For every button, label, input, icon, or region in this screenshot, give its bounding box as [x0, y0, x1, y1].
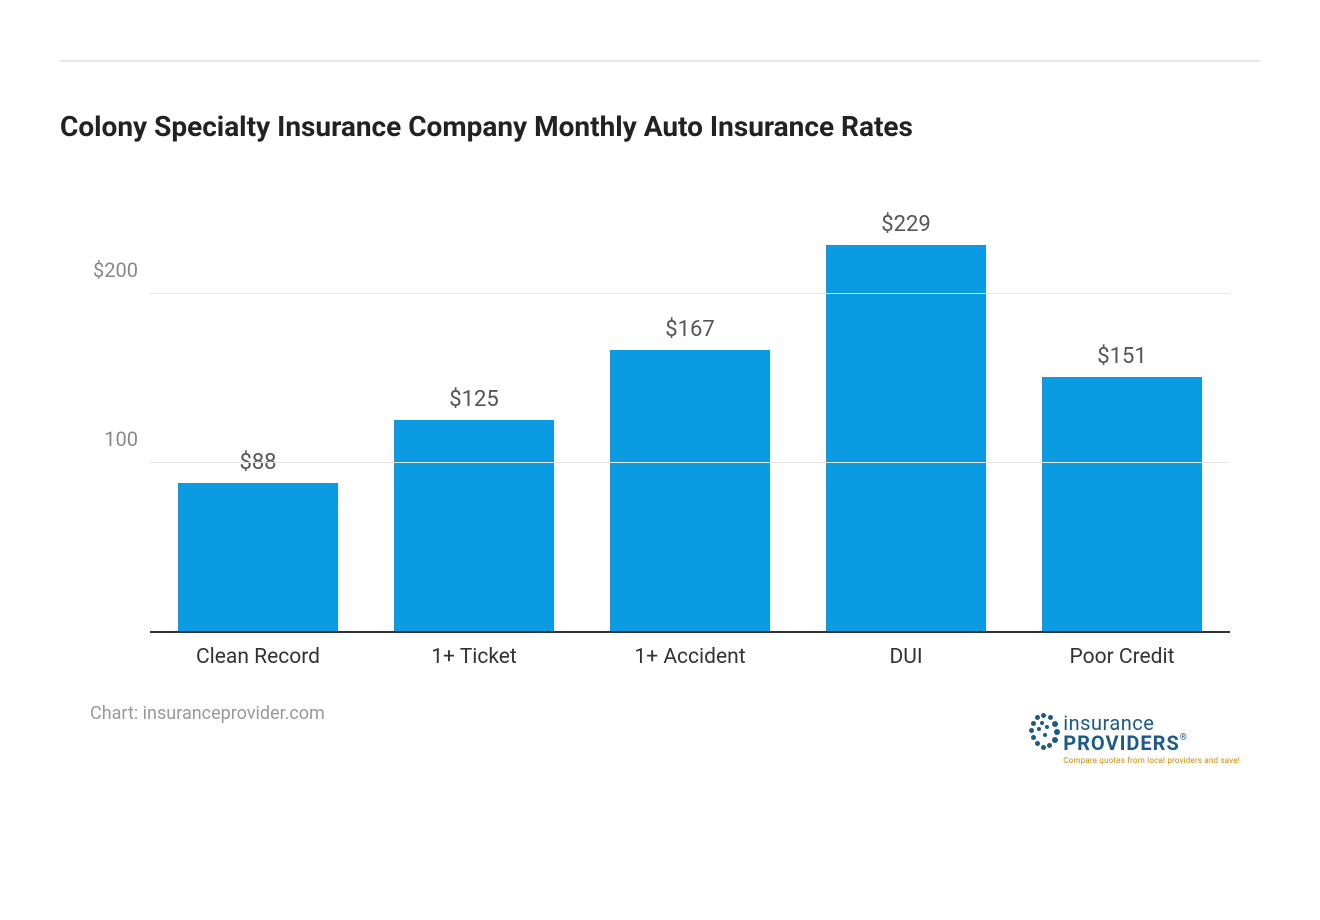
bar-wrap: $125	[366, 193, 582, 631]
x-axis-label: 1+ Ticket	[366, 633, 582, 669]
logo-dots-icon	[1023, 713, 1061, 755]
brand-logo: insurance PROVIDERS® Compare quotes from…	[1023, 713, 1240, 765]
bar-value-label: $167	[665, 317, 714, 342]
bar	[394, 420, 554, 631]
logo-tagline: Compare quotes from local providers and …	[1063, 756, 1240, 765]
chart-attribution: Chart: insuranceprovider.com	[90, 703, 325, 724]
bar-wrap: $229	[798, 193, 1014, 631]
logo-registered: ®	[1180, 733, 1187, 743]
gridline	[150, 462, 1230, 463]
logo-line1: insurance	[1063, 713, 1240, 733]
logo-line2: PROVIDERS	[1063, 731, 1180, 755]
bar	[610, 350, 770, 631]
y-tick-label: 100	[104, 427, 138, 451]
x-axis-label: DUI	[798, 633, 1014, 669]
bar-wrap: $151	[1014, 193, 1230, 631]
bar	[1042, 377, 1202, 631]
x-axis-label: 1+ Accident	[582, 633, 798, 669]
bar-value-label: $229	[881, 212, 930, 237]
top-divider	[60, 60, 1260, 62]
x-axis-label: Clean Record	[150, 633, 366, 669]
bar-wrap: $167	[582, 193, 798, 631]
chart-area: $88 $125 $167 $229 $151 100 $200 Clean Record…	[90, 193, 1230, 673]
bar	[178, 483, 338, 631]
x-axis-label: Poor Credit	[1014, 633, 1230, 669]
chart-title: Colony Specialty Insurance Company Month…	[60, 110, 1260, 143]
bar	[826, 245, 986, 631]
bar-wrap: $88	[150, 193, 366, 631]
x-axis-labels: Clean Record1+ Ticket1+ AccidentDUIPoor …	[150, 633, 1230, 673]
gridline	[150, 293, 1230, 294]
y-tick-label: $200	[93, 258, 138, 282]
bar-value-label: $151	[1097, 344, 1146, 369]
plot-region: $88$125$167$229$151 100$200	[150, 193, 1230, 633]
logo-main: insurance PROVIDERS® Compare quotes from…	[1023, 713, 1240, 765]
chart-container: Colony Specialty Insurance Company Month…	[0, 0, 1320, 825]
logo-line2-wrap: PROVIDERS®	[1063, 733, 1240, 754]
chart-footer: Chart: insuranceprovider.com	[90, 703, 1260, 765]
logo-text: insurance PROVIDERS® Compare quotes from…	[1063, 713, 1240, 765]
bar-value-label: $125	[449, 387, 498, 412]
bars-group: $88 $125 $167 $229 $151	[150, 193, 1230, 631]
